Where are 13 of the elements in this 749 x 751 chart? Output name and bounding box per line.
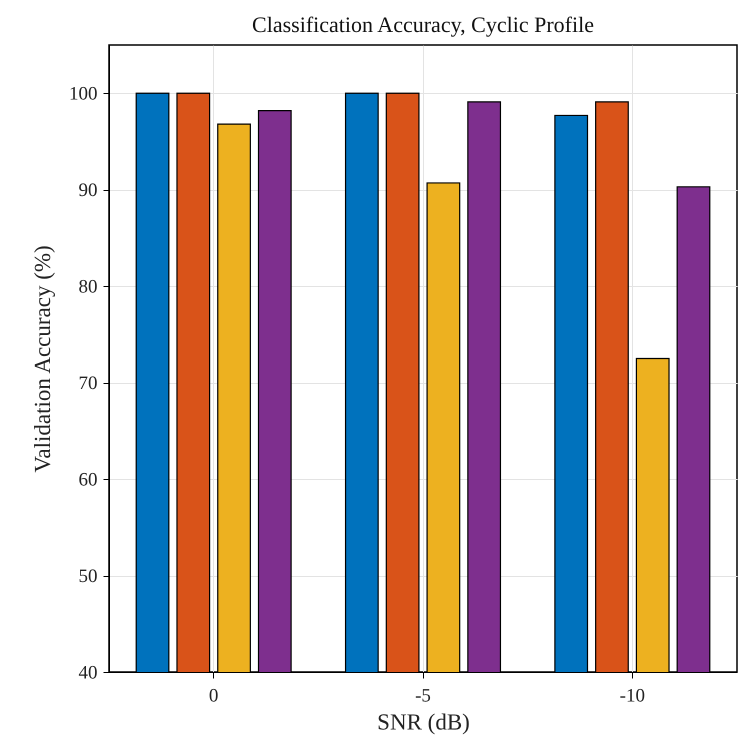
y-tick-label: 60 [78,470,98,491]
y-tick-label: 50 [78,566,98,588]
x-tick-label: -5 [415,686,431,706]
chart-title: Classification Accuracy, Cyclic Profile [252,12,594,37]
y-tick-label: 100 [69,84,98,105]
y-tick-label: 40 [78,662,98,684]
y-tick-label: 90 [78,180,98,202]
y-tick-label: 70 [78,373,98,394]
y-axis-title: Validation Accuracy (%) [30,245,55,473]
y-tick-label: 80 [78,276,98,298]
x-tick-label: 0 [208,686,218,706]
x-tick-label: -10 [620,686,645,706]
x-axis-title: SNR (dB) [377,710,470,734]
